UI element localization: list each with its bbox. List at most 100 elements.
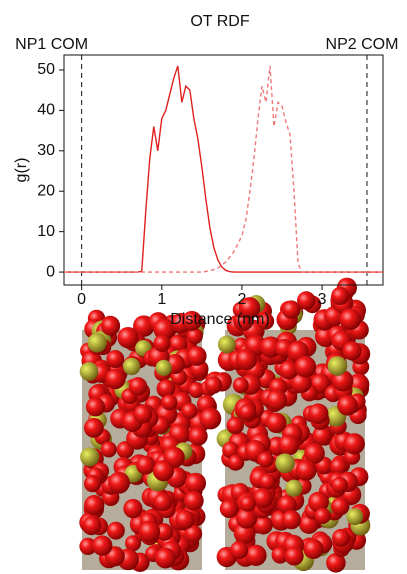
oxygen-atom bbox=[79, 537, 97, 555]
oxygen-atom bbox=[278, 434, 300, 456]
oxygen-atom bbox=[235, 348, 257, 371]
oxygen-atom bbox=[125, 535, 142, 552]
oxygen-atom bbox=[133, 404, 153, 424]
oxygen-atom bbox=[330, 457, 348, 475]
oxygen-atom bbox=[154, 547, 176, 569]
sulfur-atom bbox=[80, 447, 100, 467]
sulfur-atom bbox=[275, 453, 295, 474]
oxygen-atom bbox=[266, 389, 288, 411]
sulfur-atom bbox=[79, 362, 99, 381]
chart-title: OT RDF bbox=[190, 13, 249, 30]
oxygen-atom bbox=[232, 377, 249, 394]
oxygen-atom bbox=[238, 297, 261, 319]
oxygen-atom bbox=[331, 476, 348, 494]
oxygen-atom bbox=[186, 327, 203, 345]
oxygen-atom bbox=[239, 403, 256, 421]
oxygen-atom bbox=[281, 510, 302, 530]
sulfur-atom bbox=[155, 359, 172, 376]
oxygen-atom bbox=[153, 318, 176, 341]
oxygen-atom bbox=[271, 546, 289, 564]
oxygen-atom bbox=[308, 491, 329, 513]
oxygen-atom bbox=[108, 471, 130, 494]
y-tick-label: 0 bbox=[46, 263, 55, 280]
rdf-line bbox=[64, 65, 383, 273]
x-tick-label: 1 bbox=[157, 291, 166, 308]
oxygen-atom bbox=[295, 459, 317, 481]
oxygen-atom bbox=[152, 460, 174, 482]
oxygen-atom bbox=[343, 433, 365, 455]
oxygen-atom bbox=[239, 495, 256, 512]
x-tick-label: 2 bbox=[237, 291, 246, 308]
sulfur-atom bbox=[346, 508, 364, 526]
oxygen-atom bbox=[226, 416, 244, 435]
oxygen-atom bbox=[254, 515, 273, 535]
oxygen-atom bbox=[294, 355, 317, 378]
molecular-snapshot bbox=[79, 277, 371, 573]
oxygen-atom bbox=[183, 490, 204, 511]
oxygen-atom bbox=[186, 346, 207, 366]
oxygen-atom bbox=[281, 300, 301, 319]
oxygen-atom bbox=[312, 425, 333, 446]
oxygen-atom bbox=[219, 499, 239, 519]
oxygen-atom bbox=[332, 528, 351, 547]
oxygen-atom bbox=[128, 377, 148, 396]
oxygen-atom bbox=[204, 376, 223, 394]
plot-frame bbox=[63, 54, 384, 286]
y-axis-label: g(r) bbox=[13, 158, 30, 183]
oxygen-atom bbox=[123, 498, 143, 519]
y-tick-label: 30 bbox=[37, 142, 55, 159]
oxygen-atom bbox=[185, 472, 207, 494]
oxygen-atom bbox=[83, 475, 102, 493]
oxygen-atom bbox=[138, 520, 161, 543]
oxygen-atom bbox=[253, 488, 274, 509]
oxygen-atom bbox=[155, 523, 174, 541]
sulfur-atom bbox=[285, 479, 303, 497]
oxygen-atom bbox=[106, 350, 125, 369]
oxygen-atom bbox=[153, 492, 173, 512]
oxygen-atom bbox=[257, 451, 274, 468]
oxygen-atom bbox=[326, 553, 346, 573]
oxygen-atom bbox=[314, 507, 331, 525]
oxygen-atom bbox=[222, 441, 240, 459]
y-tick-label: 10 bbox=[37, 223, 55, 240]
oxygen-atom bbox=[199, 407, 222, 430]
oxygen-atom bbox=[181, 310, 202, 331]
sulfur-atom bbox=[87, 332, 107, 353]
oxygen-atom bbox=[184, 524, 203, 543]
oxygen-atom bbox=[331, 286, 350, 306]
oxygen-atom bbox=[153, 334, 171, 352]
oxygen-atom bbox=[277, 495, 297, 515]
annotation: NP2 COM bbox=[326, 36, 399, 53]
oxygen-atom bbox=[290, 372, 312, 394]
oxygen-atom bbox=[83, 417, 104, 438]
oxygen-atom bbox=[157, 379, 176, 398]
oxygen-atom bbox=[82, 515, 102, 535]
oxygen-atom bbox=[136, 455, 156, 475]
oxygen-atom bbox=[85, 397, 106, 417]
oxygen-atom bbox=[307, 403, 329, 425]
y-tick-label: 40 bbox=[37, 102, 55, 119]
oxygen-atom bbox=[84, 494, 105, 516]
oxygen-atom bbox=[337, 395, 358, 416]
oxygen-atom bbox=[92, 535, 113, 556]
oxygen-atom bbox=[236, 507, 258, 529]
oxygen-atom bbox=[284, 546, 304, 566]
oxygen-atom bbox=[304, 443, 325, 464]
oxygen-atom bbox=[266, 412, 287, 434]
y-tick-label: 20 bbox=[37, 182, 55, 199]
oxygen-atom bbox=[279, 360, 299, 380]
oxygen-atom bbox=[100, 441, 117, 458]
sulfur-atom bbox=[327, 356, 348, 376]
oxygen-atom bbox=[303, 538, 324, 560]
oxygen-atom bbox=[188, 381, 205, 399]
sulfur-atom bbox=[123, 357, 141, 376]
annotation: NP1 COM bbox=[15, 36, 88, 53]
oxygen-atom bbox=[245, 544, 267, 566]
sulfur-atom bbox=[217, 335, 236, 354]
oxygen-atom bbox=[117, 326, 139, 349]
oxygen-atom bbox=[105, 368, 126, 390]
oxygen-atom bbox=[331, 497, 350, 516]
oxygen-atom bbox=[259, 473, 276, 490]
oxygen-atom bbox=[101, 316, 121, 336]
